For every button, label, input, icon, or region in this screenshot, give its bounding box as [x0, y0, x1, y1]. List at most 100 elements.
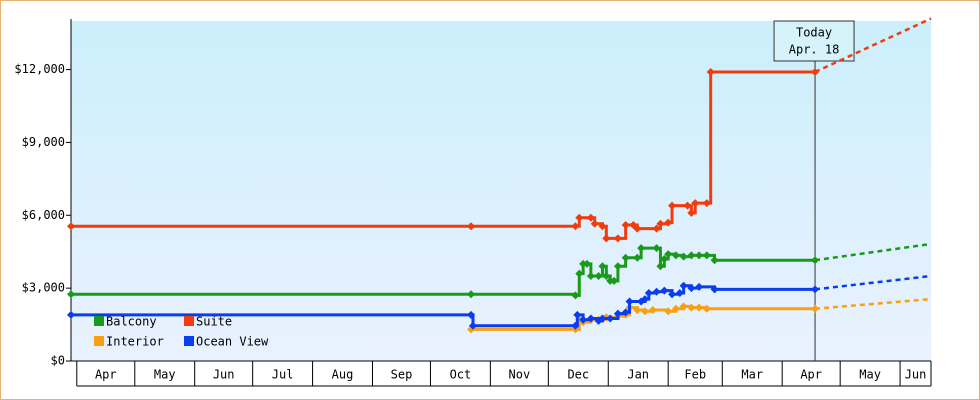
price-point [652, 224, 661, 233]
x-tick-label: May [154, 368, 176, 382]
price-point [811, 304, 820, 313]
price-point [633, 306, 642, 314]
price-point [664, 307, 673, 316]
price-point [586, 314, 595, 323]
price-point [811, 285, 820, 294]
x-tick-label: Jul [272, 368, 294, 382]
price-point [648, 306, 657, 314]
price-point [687, 284, 696, 293]
price-point [691, 199, 700, 208]
forecast-line [814, 17, 932, 74]
x-tick-label: Apr [800, 368, 822, 382]
price-point [679, 281, 688, 290]
price-point [586, 213, 595, 222]
forecast-line [814, 242, 932, 262]
price-point [598, 222, 607, 231]
price-point [579, 315, 588, 324]
price-point [575, 213, 584, 222]
price-point [610, 276, 619, 285]
price-point [67, 222, 75, 231]
price-point [706, 68, 715, 76]
price-point [811, 256, 820, 265]
x-tick-label: Sep [391, 368, 413, 382]
price-point [67, 290, 75, 299]
price-point [702, 304, 711, 313]
price-point [640, 295, 649, 304]
price-point [613, 309, 622, 318]
today-label: Apr. 18 [789, 43, 840, 57]
price-point [571, 321, 580, 330]
price-point [467, 290, 476, 299]
price-point [586, 272, 595, 280]
x-tick-label: Feb [684, 368, 706, 382]
price-point [571, 222, 580, 231]
x-tick-label: Jan [627, 368, 649, 382]
price-point [621, 221, 630, 229]
price-point [602, 272, 611, 280]
price-point [637, 244, 646, 253]
legend-label: Ocean View [196, 335, 269, 349]
price-point [702, 251, 711, 260]
price-point [467, 310, 476, 319]
price-point [695, 251, 704, 260]
price-point [621, 253, 630, 262]
price-point [652, 287, 661, 296]
price-point [575, 269, 584, 278]
price-point [598, 314, 607, 323]
price-point [467, 222, 476, 231]
price-point [468, 321, 477, 330]
legend-swatch [184, 316, 194, 326]
price-point [710, 256, 719, 265]
price-point [695, 282, 704, 291]
legend-swatch [184, 336, 194, 346]
legend-label: Interior [106, 335, 164, 349]
price-point [687, 251, 696, 260]
x-tick-label: Jun [213, 368, 235, 382]
price-point [679, 302, 688, 311]
y-tick-label: $3,000 [22, 281, 65, 295]
price-point [710, 285, 719, 294]
legend-swatch [94, 316, 104, 326]
price-point [702, 199, 711, 208]
y-tick-label: $0 [51, 354, 65, 368]
price-point [583, 259, 591, 268]
y-tick-label: $12,000 [14, 62, 65, 76]
price-point [683, 201, 692, 210]
price-point [613, 262, 622, 271]
price-point [606, 314, 615, 323]
x-tick-label: Dec [567, 368, 589, 382]
x-tick-label: Mar [741, 368, 763, 382]
y-tick-label: $6,000 [22, 208, 65, 222]
price-point [664, 218, 673, 227]
price-point [571, 291, 580, 300]
price-point [687, 208, 696, 217]
today-label: Today [796, 26, 832, 40]
price-point [613, 234, 622, 243]
x-tick-label: Apr [95, 368, 117, 382]
price-point [695, 303, 704, 312]
forecast-line [814, 297, 932, 311]
price-point [656, 262, 665, 271]
price-point [621, 308, 630, 317]
price-point [668, 201, 677, 210]
x-tick-label: May [859, 368, 881, 382]
forecast-line [814, 274, 932, 291]
price-point [656, 219, 665, 228]
price-point [644, 289, 653, 297]
price-point [625, 297, 634, 306]
price-point [660, 255, 669, 263]
price-point [602, 234, 611, 243]
legend-swatch [94, 336, 104, 346]
plot-area [71, 21, 931, 361]
price-point [671, 251, 680, 260]
x-tick-label: Aug [332, 368, 354, 382]
price-point [633, 224, 642, 233]
x-tick-label: Nov [509, 368, 531, 382]
price-point [67, 310, 75, 319]
y-tick-label: $9,000 [22, 135, 65, 149]
price-point [594, 272, 603, 280]
price-point [664, 250, 673, 259]
price-point [640, 307, 649, 316]
